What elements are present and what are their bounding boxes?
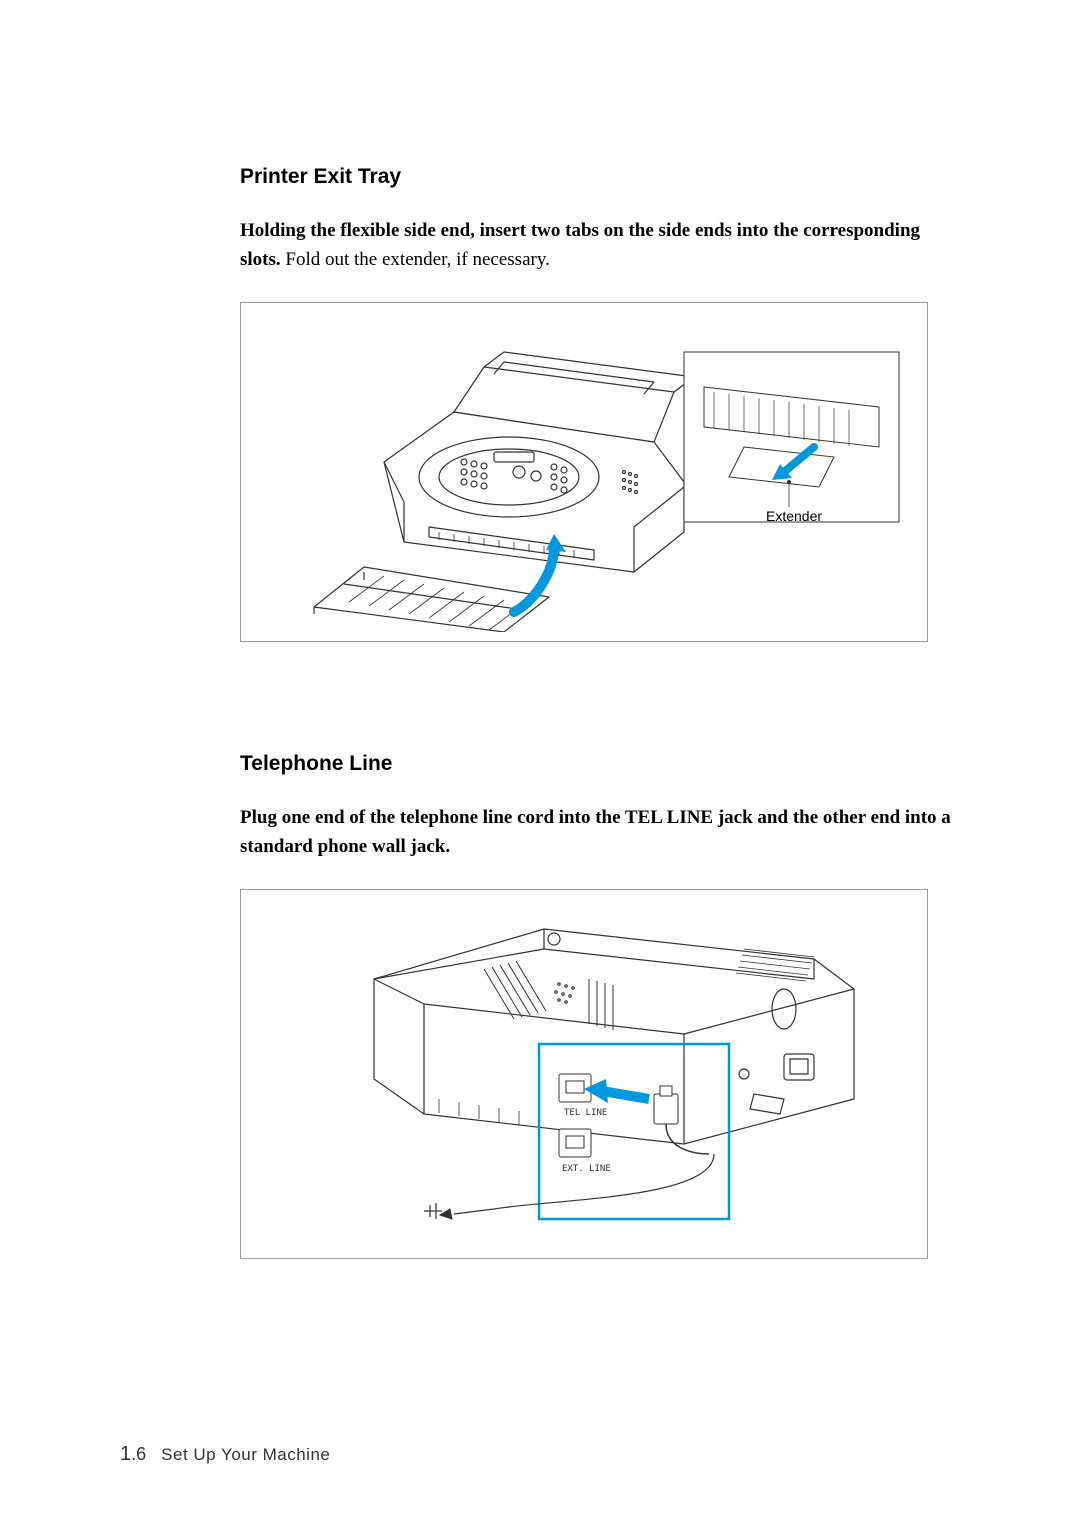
footer-section: Set Up Your Machine — [161, 1445, 330, 1464]
footer-chapter: 1 — [120, 1443, 131, 1465]
footer-page: .6 — [131, 1444, 146, 1464]
extender-label: Extender — [766, 508, 822, 524]
section1-rest: Fold out the extender, if necessary. — [281, 249, 550, 270]
figure-printer-exit-tray: Extender — [240, 302, 928, 642]
figure-telephone-line: TEL LINE EXT. LINE — [240, 889, 928, 1259]
svg-text:EXT. LINE: EXT. LINE — [562, 1164, 611, 1174]
section2-body: Plug one end of the telephone line cord … — [240, 804, 960, 861]
page-footer: 1.6 Set Up Your Machine — [120, 1443, 330, 1466]
svg-text:TEL LINE: TEL LINE — [564, 1108, 607, 1118]
section1-body: Holding the flexible side end, insert tw… — [240, 217, 960, 274]
section2-bold: Plug one end of the telephone line cord … — [240, 807, 951, 857]
section2-title: Telephone Line — [240, 752, 960, 776]
section1-title: Printer Exit Tray — [240, 165, 960, 189]
